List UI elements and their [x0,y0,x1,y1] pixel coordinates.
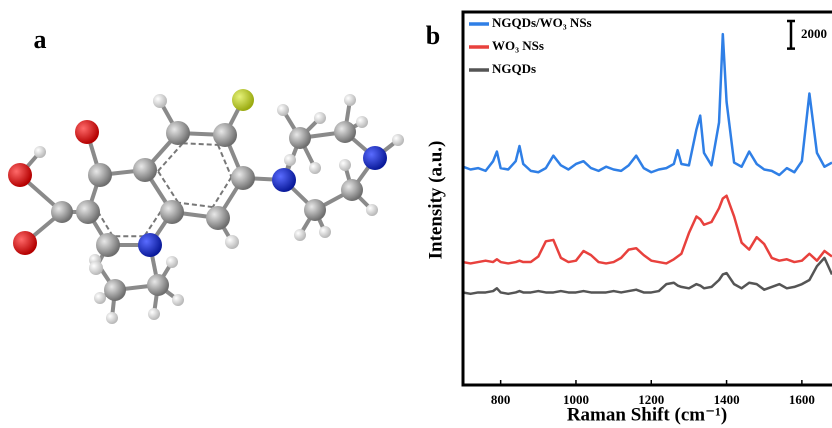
series-line [463,196,832,264]
atom [104,279,126,301]
series-line [463,34,832,175]
atom [88,163,112,187]
aromatic-bond [178,203,213,208]
atom [284,154,296,166]
atom [392,134,404,146]
atom [232,89,254,111]
atom [344,94,356,106]
atom [363,146,387,170]
figure: a b 8001000120014001600Raman Shift (cm⁻¹… [0,0,832,428]
atom [13,231,37,255]
atom [366,204,378,216]
atom [148,308,160,320]
atom [147,274,169,296]
x-axis-label: Raman Shift (cm⁻¹) [567,404,727,425]
atom [94,292,106,304]
legend-label: NGQDs/WO₃ NSs [492,15,592,30]
atom [341,179,363,201]
atom [206,206,230,230]
atom [106,312,118,324]
scale-bar [787,21,795,49]
atom [75,120,99,144]
atom [231,166,255,190]
atom [153,94,167,108]
atom [8,163,32,187]
atom [294,229,306,241]
aromatic-bond [158,143,183,171]
legend-label: WO₃ NSs [492,38,544,53]
panel-label: b [426,21,440,50]
atom [51,201,73,223]
atom [277,104,289,116]
page: {"panel_labels": ["a", "b"], "chart_data… [0,0,832,428]
scale-bar-label: 2000 [801,26,827,41]
series-line [463,258,832,294]
atom [319,226,331,238]
atom [334,121,356,143]
molecule-diagram [8,89,404,324]
x-tick-label: 800 [491,392,511,407]
atom [160,200,184,224]
atom [304,199,326,221]
atom [356,116,368,128]
atom [339,159,351,171]
x-tick-label: 1600 [789,392,815,407]
atom [76,200,100,224]
atom [309,162,321,174]
y-axis-label: Intensity (a.u.) [425,141,446,260]
atom [172,294,184,306]
atom [89,261,103,275]
atom [138,233,162,257]
atom [213,123,237,147]
legend-label: NGQDs [492,61,536,76]
aromatic-bond [183,143,218,145]
atom [133,158,157,182]
panel-label: a [34,25,47,54]
atom [272,168,296,192]
atom [166,256,178,268]
atom [96,233,120,257]
atom [225,235,239,249]
atom [289,127,311,149]
atom [34,146,46,158]
atom [166,121,190,145]
atom [314,112,326,124]
